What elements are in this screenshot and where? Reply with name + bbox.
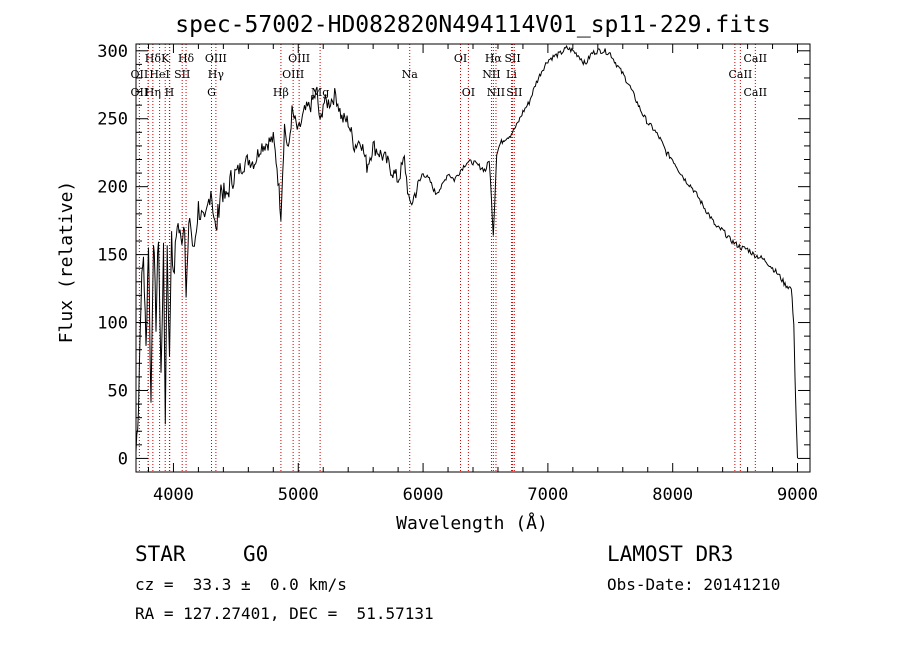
x-tick-label: 6000 [403, 485, 444, 505]
line-marker-label: H [165, 86, 175, 99]
line-marker-label: SII [504, 52, 520, 65]
line-marker-label: CaII [729, 68, 753, 81]
line-marker-label: OI [454, 52, 467, 65]
y-tick-label: 300 [97, 42, 128, 62]
x-tick-label: 7000 [527, 485, 568, 505]
spectral-subclass: G0 [243, 542, 268, 566]
y-tick-label: 250 [97, 110, 128, 130]
line-marker-label: SII [174, 68, 190, 81]
line-marker-label: OII [131, 68, 149, 81]
x-tick-label: 4000 [153, 485, 194, 505]
line-marker-label: OIII [205, 52, 227, 65]
y-tick-label: 200 [97, 178, 128, 198]
redshift-readout: cz = 33.3 ± 0.0 km/s [135, 575, 347, 594]
plot-frame [135, 43, 811, 473]
spectrum-line [135, 44, 798, 459]
line-marker-label: OIII [282, 68, 304, 81]
line-marker-label: SII [506, 86, 522, 99]
x-tick-label: 8000 [652, 485, 693, 505]
line-marker-label: CaII [743, 86, 767, 99]
line-marker-label: NII [487, 86, 505, 99]
y-tick-label: 100 [97, 314, 128, 334]
line-marker-label: Hγ [208, 68, 225, 81]
line-marker-label: G [207, 86, 216, 99]
line-marker-label: Hη [145, 86, 161, 99]
line-marker-label: OI [462, 86, 475, 99]
line-marker-label: Li [506, 68, 517, 81]
chart-title: spec-57002-HD082820N494114V01_sp11-229.f… [175, 12, 770, 38]
x-axis: 4000 5000 6000 7000 8000 9000 [147, 44, 818, 505]
line-marker-group [138, 44, 756, 472]
line-marker-label: Hβ [273, 86, 289, 99]
object-class: STAR [135, 542, 186, 566]
line-marker-label: HeI [149, 68, 169, 81]
line-marker-label: Na [402, 68, 419, 81]
coordinates-readout: RA = 127.27401, DEC = 51.57131 [135, 604, 434, 623]
y-tick-label: 0 [118, 449, 128, 469]
line-marker-label: NII [482, 68, 500, 81]
line-marker-label: OII [131, 86, 149, 99]
observation-date: Obs-Date: 20141210 [607, 575, 780, 594]
line-marker-label: Hδ [145, 52, 162, 65]
line-marker-label: Hα [485, 52, 503, 65]
x-tick-label: 9000 [777, 485, 818, 505]
line-marker-label: Hδ [178, 52, 195, 65]
y-axis: 0 50 100 150 200 250 300 [97, 42, 810, 469]
line-marker-label: OIII [288, 52, 310, 65]
y-axis-label: Flux (relative) [56, 181, 77, 344]
plot-area [135, 43, 811, 473]
x-axis-label: Wavelength (Å) [396, 512, 548, 534]
line-marker-label: CaII [743, 52, 767, 65]
line-marker-label: K [161, 52, 170, 65]
x-tick-label: 5000 [278, 485, 319, 505]
y-tick-label: 50 [108, 381, 128, 401]
y-tick-label: 150 [97, 246, 128, 266]
survey-name: LAMOST DR3 [607, 542, 733, 566]
